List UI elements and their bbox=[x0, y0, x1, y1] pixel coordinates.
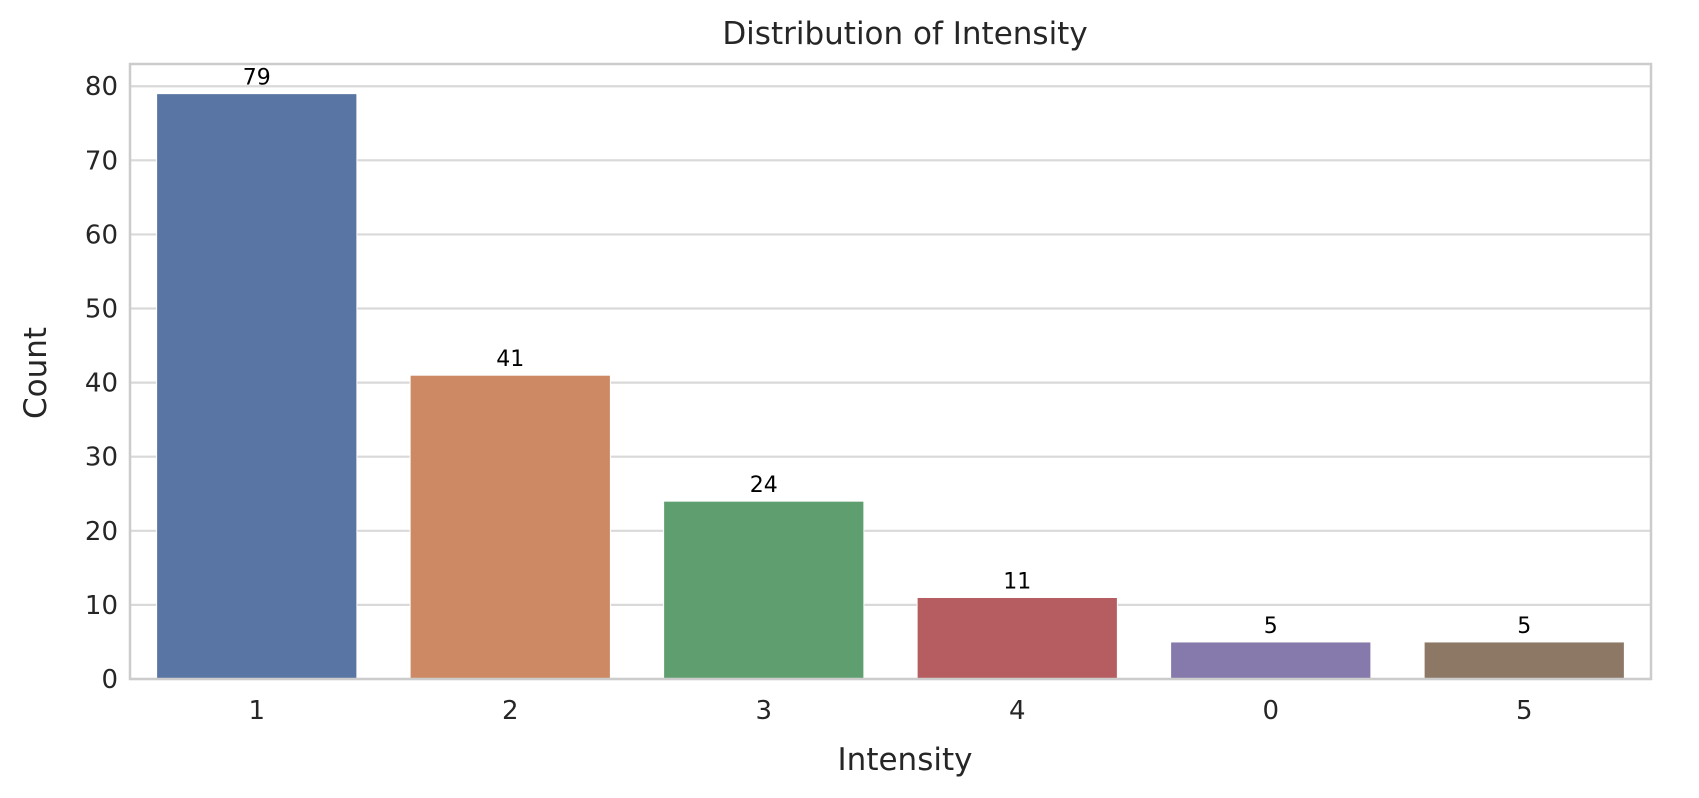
y-tick-label: 0 bbox=[101, 665, 118, 695]
bars bbox=[156, 93, 1625, 680]
y-tick-label: 30 bbox=[85, 443, 118, 473]
x-tick-label: 5 bbox=[1516, 696, 1533, 726]
bar-4 bbox=[916, 596, 1118, 680]
data-label-0: 5 bbox=[1264, 614, 1278, 639]
x-tick-label: 3 bbox=[755, 696, 772, 726]
x-tick-label: 1 bbox=[248, 696, 265, 726]
bar-2 bbox=[409, 374, 611, 680]
bar-1 bbox=[156, 93, 358, 680]
x-tick-label: 2 bbox=[502, 696, 519, 726]
data-labels: 79 41 24 11 5 5 bbox=[243, 66, 1532, 639]
y-axis-ticks: 0 10 20 30 40 50 60 70 80 bbox=[85, 72, 118, 695]
bar-0 bbox=[1170, 641, 1372, 680]
y-tick-label: 10 bbox=[85, 591, 118, 621]
bar-5 bbox=[1423, 641, 1625, 680]
y-tick-label: 20 bbox=[85, 517, 118, 547]
data-label-3: 24 bbox=[750, 473, 778, 498]
y-tick-label: 40 bbox=[85, 369, 118, 399]
x-axis-ticks: 1 2 3 4 0 5 bbox=[248, 696, 1532, 726]
y-axis-label: Count bbox=[18, 327, 54, 419]
x-tick-label: 0 bbox=[1262, 696, 1279, 726]
chart-title: Distribution of Intensity bbox=[722, 16, 1087, 52]
data-label-2: 41 bbox=[496, 347, 524, 372]
data-label-5: 5 bbox=[1517, 614, 1531, 639]
data-label-1: 79 bbox=[243, 66, 271, 91]
y-tick-label: 50 bbox=[85, 295, 118, 325]
plot-frame bbox=[128, 62, 1653, 681]
x-axis-label: Intensity bbox=[838, 742, 973, 778]
y-tick-label: 60 bbox=[85, 220, 118, 250]
data-label-4: 11 bbox=[1003, 569, 1031, 594]
x-tick-label: 4 bbox=[1009, 696, 1026, 726]
bar-3 bbox=[663, 500, 865, 680]
y-tick-label: 70 bbox=[85, 146, 118, 176]
y-tick-label: 80 bbox=[85, 72, 118, 102]
